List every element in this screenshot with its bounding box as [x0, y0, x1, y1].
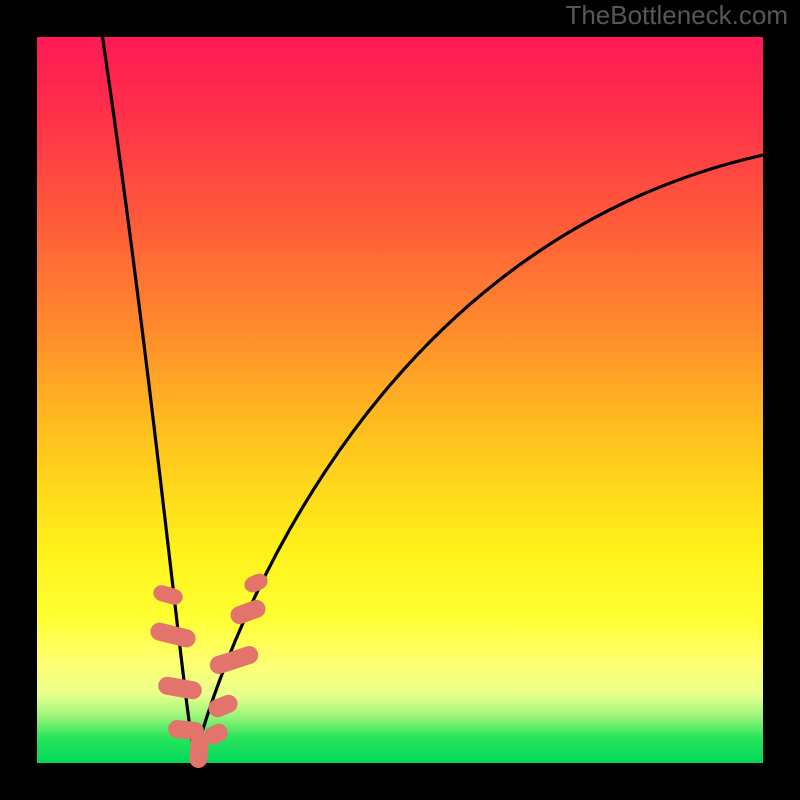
- chart-stage: TheBottleneck.com: [0, 0, 800, 800]
- bottleneck-chart: [0, 0, 800, 800]
- plot-background: [37, 37, 763, 763]
- watermark-text: TheBottleneck.com: [565, 0, 788, 31]
